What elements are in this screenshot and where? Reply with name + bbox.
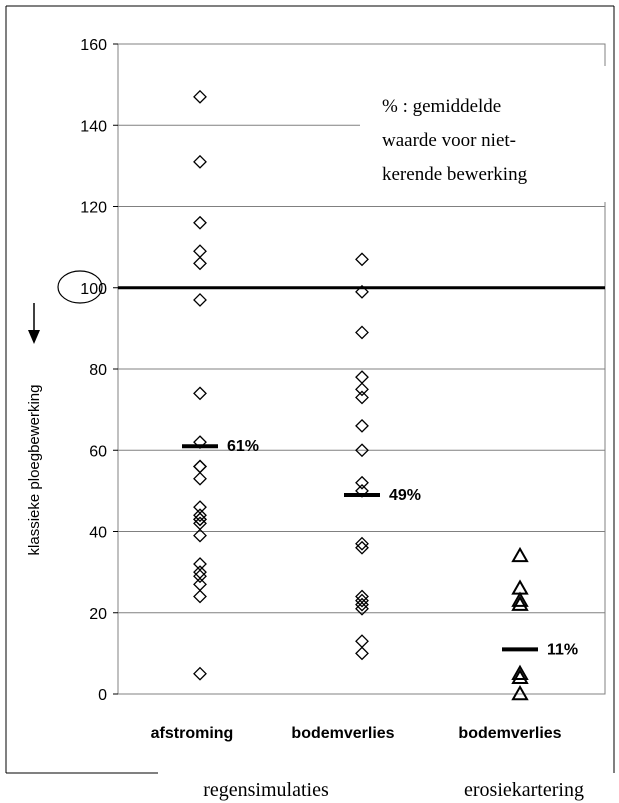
mean-label: 11% [547, 641, 578, 658]
y-tick-label: 20 [89, 606, 107, 623]
data-point-diamond [355, 597, 369, 612]
annotation-line-3: kerende bewerking [382, 164, 528, 185]
y-tick-label: 100 [80, 281, 107, 298]
y-tick-label: 60 [89, 443, 107, 460]
data-point-diamond [193, 89, 207, 104]
y-tick-label: 140 [80, 118, 107, 135]
data-point-diamond [355, 536, 369, 551]
data-point-diamond [355, 252, 369, 267]
data-point-diamond [193, 154, 207, 169]
y-axis-ticks: 0 20 40 60 80 100 120 140 160 [80, 37, 118, 704]
data-point-diamond [355, 540, 369, 555]
mean-label: 61% [227, 438, 259, 455]
data-point-diamond [193, 512, 207, 527]
data-markers [193, 89, 529, 701]
data-point-diamond [355, 284, 369, 299]
arrow-head [28, 330, 40, 344]
data-point-diamond [193, 589, 207, 604]
data-point-diamond [355, 593, 369, 608]
data-point-diamond [355, 646, 369, 661]
data-point-diamond [193, 386, 207, 401]
category-label-bodemverlies-1: bodemverlies [291, 725, 394, 742]
data-point-triangle [511, 595, 529, 611]
annotation-line-1: % : gemiddelde [382, 96, 501, 117]
annotation-line-2: waarde voor niet- [382, 130, 516, 151]
annotation-box [360, 66, 610, 202]
data-point-diamond [355, 390, 369, 405]
data-point-triangle [511, 664, 529, 680]
data-point-diamond [193, 528, 207, 543]
data-point-diamond [193, 569, 207, 584]
category-label-bodemverlies-2: bodemverlies [458, 725, 561, 742]
y-tick-label: 120 [80, 200, 107, 217]
mean-markers: 61% 49% 11% [182, 438, 578, 658]
y-tick-label: 0 [98, 687, 107, 704]
category-label-afstroming: afstroming [151, 725, 234, 742]
data-point-diamond [193, 293, 207, 307]
group-label-regensimulaties: regensimulaties [203, 779, 329, 801]
y-tick-label: 160 [80, 37, 107, 54]
tick-100-circle [57, 270, 103, 304]
y-axis-label: klassieke ploegbewerking [26, 385, 43, 556]
data-point-diamond [355, 418, 369, 433]
data-point-diamond [193, 508, 207, 523]
y-tick-label: 80 [89, 362, 107, 379]
data-point-diamond [355, 382, 369, 397]
data-point-diamond [355, 325, 369, 340]
data-point-triangle [511, 668, 529, 684]
data-point-diamond [193, 256, 207, 271]
data-point-triangle [511, 591, 529, 607]
data-point-diamond [355, 601, 369, 616]
y-tick-label: 40 [89, 525, 107, 542]
data-point-diamond [193, 215, 207, 230]
data-point-diamond [193, 666, 207, 681]
group-label-erosiekartering: erosiekartering [464, 779, 584, 801]
data-point-diamond [355, 475, 369, 490]
mean-label: 49% [389, 487, 421, 504]
data-point-diamond [193, 471, 207, 486]
data-point-diamond [355, 443, 369, 458]
data-point-triangle [511, 546, 529, 563]
data-point-triangle [511, 684, 529, 701]
